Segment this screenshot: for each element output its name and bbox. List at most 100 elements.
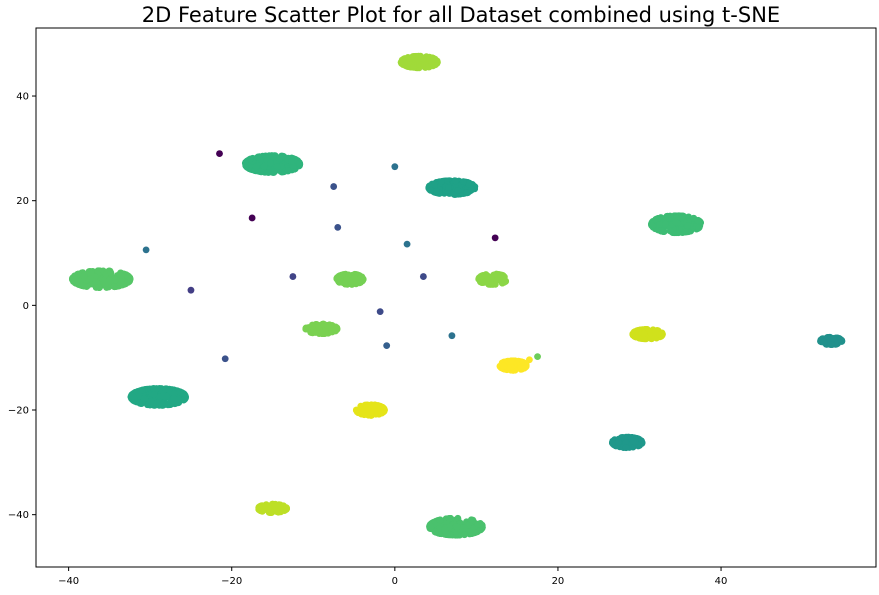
cluster-15-point	[461, 531, 468, 539]
cluster-3-point	[681, 228, 689, 236]
scatter-point	[330, 183, 338, 190]
cluster-2-point	[433, 188, 440, 195]
cluster-2-point	[459, 178, 467, 186]
cluster-2-point	[468, 185, 475, 193]
cluster-14-point	[260, 503, 268, 511]
x-tick-label: −40	[58, 576, 79, 587]
cluster-15-point	[467, 516, 475, 524]
scatter-point	[216, 150, 223, 157]
cluster-14-point	[271, 502, 279, 510]
cluster-11-point	[162, 385, 169, 393]
cluster-7-point	[320, 320, 328, 328]
cluster-4-point	[124, 278, 132, 286]
cluster-4-point	[105, 277, 113, 285]
cluster-12-point	[363, 404, 371, 412]
cluster-11-point	[170, 394, 178, 402]
scatter-point	[187, 286, 195, 294]
cluster-13-point	[622, 439, 629, 447]
y-tick-label: 40	[16, 92, 29, 103]
cluster-6-point	[499, 272, 507, 279]
y-tick-label: 0	[23, 301, 29, 312]
cluster-11-point	[153, 385, 160, 392]
cluster-1-point	[247, 155, 254, 163]
scatter-point	[289, 273, 297, 280]
cluster-13-point	[629, 437, 637, 445]
cluster-1-point	[284, 167, 292, 175]
cluster-3-point	[666, 227, 674, 235]
x-axis: −40 −20 0 20 40	[58, 567, 727, 587]
cluster-3-point	[678, 213, 686, 221]
cluster-3-point	[684, 222, 691, 230]
cluster-0-point	[400, 59, 408, 67]
cluster-11-point	[150, 391, 158, 398]
cluster-14-point	[282, 504, 290, 512]
cluster-6-point	[477, 272, 485, 280]
cluster-3-point	[661, 220, 669, 228]
cluster-10-point	[500, 362, 508, 370]
y-tick-label: −20	[8, 406, 29, 417]
cluster-11-point	[178, 389, 186, 397]
cluster-3-point	[694, 216, 702, 224]
cluster-1-point	[265, 169, 272, 176]
scatter-point	[403, 240, 411, 248]
cluster-4-point	[80, 272, 88, 280]
cluster-10-point	[520, 359, 527, 367]
cluster-13-point	[638, 439, 646, 447]
cluster-1-point	[265, 152, 273, 160]
cluster-9-point	[820, 338, 828, 346]
cluster-15-point	[474, 520, 482, 528]
cluster-11-point	[159, 392, 167, 400]
cluster-1-point	[257, 168, 265, 176]
cluster-3-point	[648, 222, 656, 230]
scatter-point	[491, 234, 499, 242]
cluster-2-point	[445, 184, 453, 191]
scatter-point	[391, 163, 399, 171]
scatter-marks	[68, 52, 846, 539]
cluster-11-point	[159, 401, 167, 409]
cluster-4-point	[68, 276, 76, 283]
cluster-15-point	[471, 529, 479, 537]
cluster-8-point	[656, 331, 664, 338]
cluster-6-point	[501, 278, 509, 285]
cluster-1-point	[288, 158, 295, 165]
cluster-10-point	[520, 364, 528, 372]
y-axis: −40 −20 0 20 40	[8, 92, 36, 521]
cluster-1-point	[296, 159, 304, 167]
cluster-2-point	[465, 180, 472, 188]
cluster-4-point	[112, 276, 120, 284]
cluster-9-point	[827, 341, 835, 349]
cluster-6-point	[485, 280, 493, 288]
cluster-15-point	[426, 521, 434, 529]
plot-frame	[35, 27, 877, 568]
scatter-point	[142, 246, 150, 254]
x-tick-label: 20	[552, 576, 565, 587]
x-tick-label: 40	[715, 576, 728, 587]
cluster-0-point	[415, 52, 422, 60]
cluster-4-point	[87, 275, 94, 283]
cluster-12-point	[380, 405, 388, 413]
cluster-4-point	[118, 272, 125, 280]
cluster-1-point	[267, 159, 274, 167]
cluster-6-point	[494, 276, 501, 284]
cluster-9-point	[837, 336, 845, 344]
cluster-6-point	[483, 272, 490, 280]
cluster-1-point	[254, 153, 262, 161]
cluster-0-point	[425, 63, 433, 71]
cluster-1-point	[260, 162, 268, 170]
cluster-1-point	[252, 163, 260, 171]
cluster-11-point	[140, 395, 148, 402]
x-tick-label: −20	[221, 576, 242, 587]
cluster-3-point	[662, 215, 669, 223]
cluster-2-point	[452, 177, 459, 185]
cluster-11-point	[175, 395, 183, 403]
cluster-14-point	[266, 509, 273, 516]
cluster-1-point	[273, 163, 281, 171]
cluster-13-point	[609, 439, 616, 447]
cluster-5-point	[359, 275, 367, 283]
cluster-8-point	[631, 328, 639, 336]
cluster-4-point	[119, 281, 127, 289]
scatter-point	[534, 353, 541, 361]
cluster-3-point	[652, 216, 660, 223]
cluster-4-point	[95, 284, 103, 292]
